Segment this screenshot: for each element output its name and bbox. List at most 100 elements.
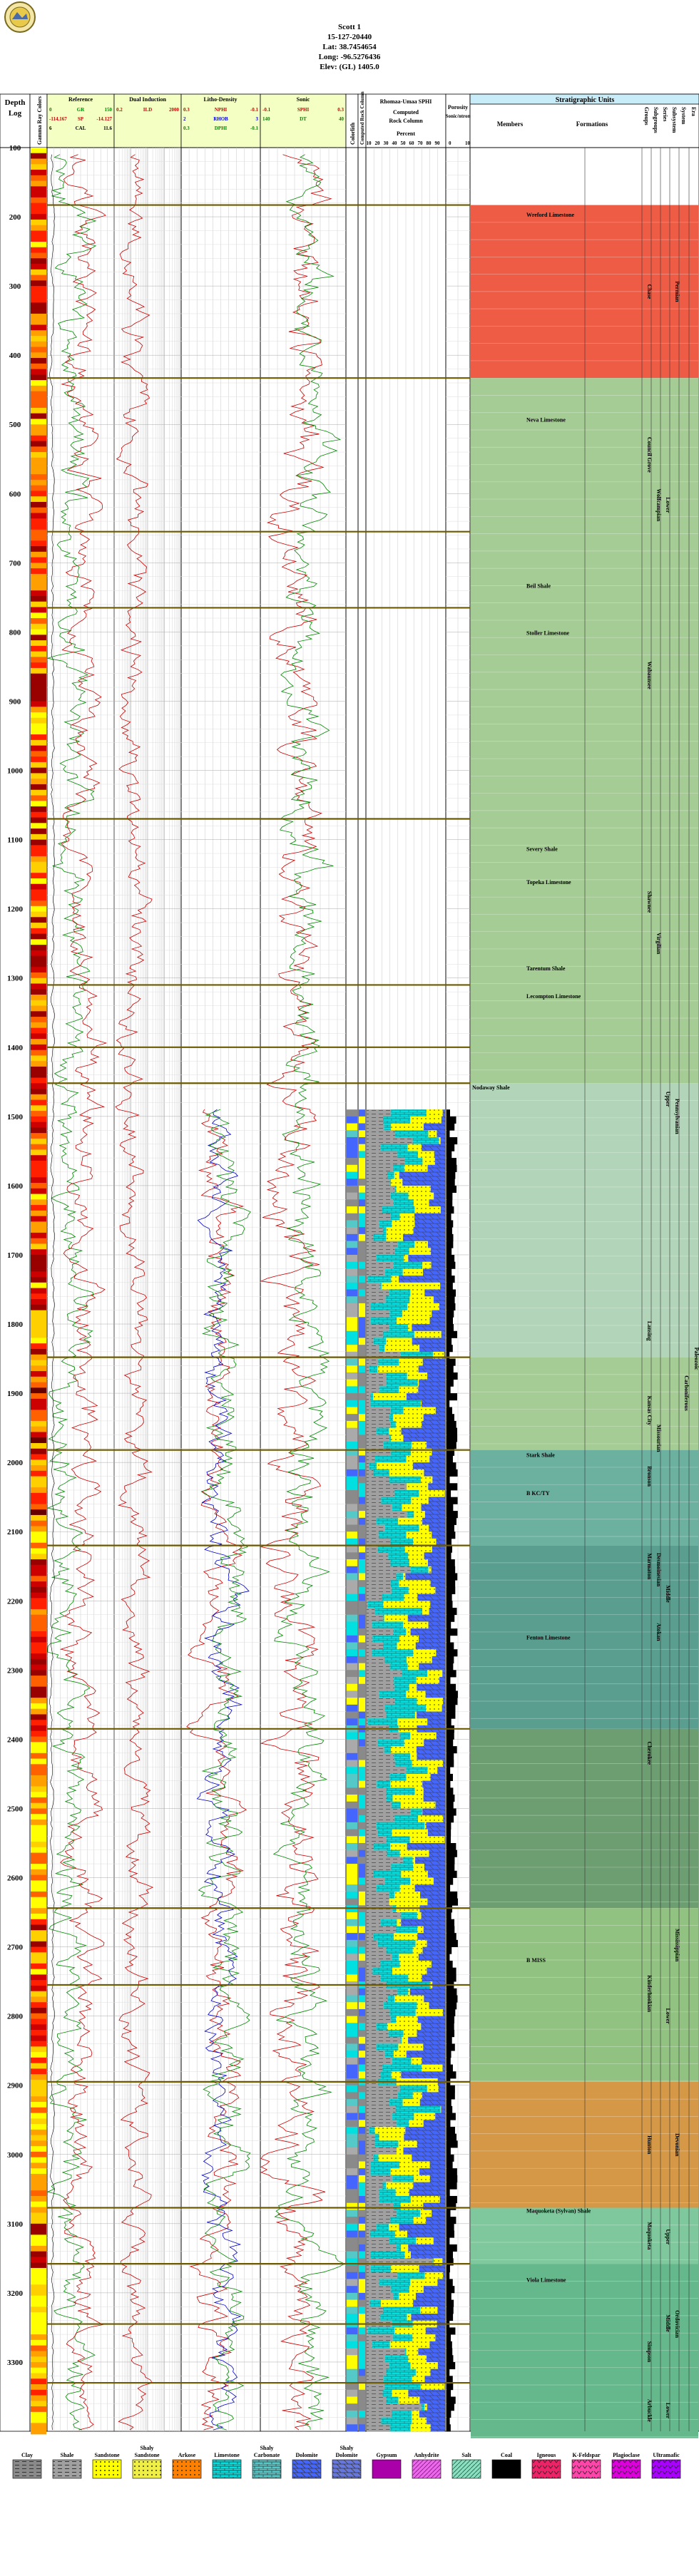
rock-percent-pattern bbox=[369, 1462, 377, 1470]
rock-column-band bbox=[359, 1649, 365, 1657]
gamma-color-band bbox=[31, 435, 46, 442]
rock-percent-pattern bbox=[376, 1822, 425, 1830]
rock-percent-pattern bbox=[397, 2272, 425, 2279]
porosity-bar bbox=[447, 1829, 451, 1837]
gamma-color-band bbox=[31, 230, 46, 237]
rock-percent-pattern bbox=[370, 1303, 408, 1311]
gamma-color-band bbox=[31, 452, 46, 458]
gamma-color-band bbox=[31, 2052, 46, 2058]
porosity-bar bbox=[447, 1351, 450, 1359]
porosity-bar bbox=[447, 1435, 458, 1442]
gamma-color-band bbox=[31, 242, 46, 248]
porosity-bar bbox=[447, 1310, 454, 1318]
gamma-color-band bbox=[31, 563, 46, 569]
rock-percent-pattern bbox=[410, 1566, 429, 1574]
rock-percent-pattern bbox=[409, 2120, 424, 2128]
rock-percent-pattern bbox=[429, 2161, 445, 2169]
colorlith-band bbox=[347, 1849, 357, 1857]
gamma-color-band bbox=[31, 1930, 46, 1936]
gamma-color-band bbox=[31, 2273, 46, 2279]
gamma-color-band bbox=[31, 1874, 46, 1881]
colorlith-band bbox=[347, 1753, 357, 1760]
rock-column-band bbox=[359, 1573, 365, 1581]
rock-percent-pattern bbox=[397, 1919, 402, 1926]
porosity-bar bbox=[447, 1442, 456, 1449]
rock-percent-pattern bbox=[367, 1524, 385, 1532]
rock-percent-pattern bbox=[420, 2383, 445, 2391]
gamma-color-band bbox=[31, 2406, 46, 2413]
porosity-bar bbox=[447, 2085, 455, 2093]
rock-column-band bbox=[359, 1241, 365, 1248]
gamma-color-band bbox=[31, 1714, 46, 1720]
rock-percent-pattern bbox=[406, 2348, 419, 2356]
gamma-color-band bbox=[31, 1620, 46, 1626]
gamma-color-band bbox=[31, 2383, 46, 2391]
rock-column-band bbox=[359, 1282, 365, 1290]
gamma-color-band bbox=[31, 2301, 46, 2307]
colorlith-band bbox=[347, 1580, 357, 1588]
rock-percent-pattern bbox=[400, 2202, 424, 2210]
gamma-color-band bbox=[31, 1504, 46, 1510]
rock-percent-pattern bbox=[391, 1123, 424, 1131]
colorlith-band bbox=[347, 1109, 357, 1117]
gamma-color-band bbox=[31, 1891, 46, 1898]
gamma-color-band bbox=[31, 1210, 46, 1217]
rock-percent-pattern bbox=[367, 1801, 392, 1809]
rock-percent-pattern bbox=[432, 2210, 445, 2217]
member-label: Tarentum Shale bbox=[526, 965, 566, 972]
rock-percent-pattern bbox=[420, 2306, 438, 2314]
rock-percent-pattern bbox=[378, 1358, 399, 1366]
depth-tick-label: 1500 bbox=[7, 1113, 24, 1122]
formation-label: Lansing bbox=[646, 1321, 653, 1341]
gamma-color-band bbox=[31, 1958, 46, 1964]
gamma-color-band bbox=[31, 513, 46, 519]
gamma-color-band bbox=[31, 2002, 46, 2008]
gamma-color-band bbox=[31, 667, 46, 674]
rock-percent-pattern bbox=[409, 1683, 417, 1691]
gamma-color-band bbox=[31, 2251, 46, 2257]
colorlith-band bbox=[347, 1995, 357, 2003]
rock-percent-pattern bbox=[417, 1912, 422, 1920]
legend-pattern bbox=[13, 2460, 41, 2478]
porosity-bar bbox=[447, 2210, 451, 2217]
rock-percent-pattern bbox=[413, 1227, 445, 1235]
porosity-bar bbox=[447, 1586, 456, 1594]
rock-percent-pattern bbox=[439, 2195, 445, 2204]
gamma-color-band bbox=[31, 1636, 46, 1643]
colorlith-band bbox=[347, 2147, 357, 2155]
rock-percent-pattern bbox=[367, 2376, 384, 2383]
porosity-bar bbox=[447, 1933, 456, 1941]
rock-column-band bbox=[359, 2008, 365, 2017]
gamma-color-band bbox=[31, 1991, 46, 1997]
gamma-color-band bbox=[31, 900, 46, 907]
depth-tick-label: 1000 bbox=[7, 767, 24, 776]
depth-tick-label: 2700 bbox=[7, 1944, 24, 1952]
gamma-color-band bbox=[31, 1996, 46, 2003]
rock-percent-pattern bbox=[391, 1586, 409, 1594]
colorlith-band bbox=[347, 2140, 357, 2148]
gamma-color-band bbox=[31, 806, 46, 813]
porosity-bar bbox=[447, 2092, 455, 2100]
rock-percent-pattern bbox=[433, 2237, 445, 2245]
rock-percent-pattern bbox=[394, 1489, 419, 1498]
gamma-color-band bbox=[31, 1520, 46, 1526]
rock-percent-pattern bbox=[408, 1552, 424, 1560]
gamma-color-band bbox=[31, 2279, 46, 2285]
rock-percent-pattern bbox=[432, 1310, 445, 1318]
colorlith-band bbox=[347, 1649, 357, 1657]
rock-percent-pattern bbox=[432, 1448, 445, 1456]
colorlith-band bbox=[347, 1683, 357, 1691]
rock-percent-pattern bbox=[430, 2369, 445, 2376]
colorlith-band bbox=[347, 2355, 357, 2363]
colorlith-band bbox=[347, 2133, 357, 2141]
rock-percent-pattern bbox=[367, 1317, 371, 1325]
gamma-color-band bbox=[31, 1393, 46, 1400]
porosity-bar bbox=[447, 1760, 454, 1767]
rock-percent-pattern bbox=[410, 1808, 422, 1816]
rock-percent-pattern bbox=[437, 1130, 445, 1138]
colorlith-band bbox=[347, 1566, 357, 1574]
rock-percent-pattern bbox=[391, 1801, 401, 1809]
rock-column-band bbox=[359, 2036, 365, 2044]
colorlith-band bbox=[347, 2230, 357, 2238]
gamma-color-band bbox=[31, 2245, 46, 2252]
